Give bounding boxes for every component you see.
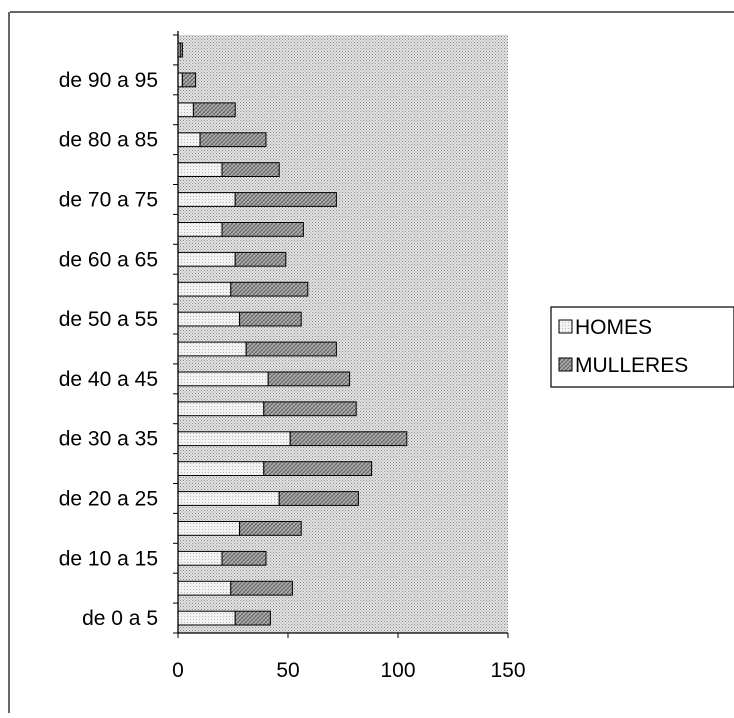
bar-homes-11 <box>177 281 232 297</box>
y-tick-label-10: de 50 a 55 <box>59 308 158 331</box>
x-tick-label-2: 100 <box>380 659 415 682</box>
bar-mulleres-5 <box>263 461 373 477</box>
bar-mulleres-6 <box>289 431 408 447</box>
bar-homes-16 <box>177 132 201 148</box>
legend-label-1: MULLERES <box>575 354 688 377</box>
bar-mulleres-16 <box>199 132 267 148</box>
x-tick-label-3: 150 <box>490 659 525 682</box>
y-tick-label-12: de 60 a 65 <box>59 248 158 271</box>
plot-area <box>178 35 508 633</box>
legend: HOMES MULLERES <box>550 306 734 388</box>
bar-homes-2 <box>177 550 223 566</box>
bar-mulleres-1 <box>230 580 293 596</box>
legend-box <box>550 306 734 388</box>
bar-homes-13 <box>177 222 223 237</box>
y-tick-label-8: de 40 a 45 <box>59 368 158 391</box>
bar-mulleres-18 <box>181 72 197 88</box>
legend-label-0: HOMES <box>575 316 652 339</box>
y-tick-label-0: de 0 a 5 <box>82 607 158 630</box>
bar-mulleres-4 <box>278 491 359 506</box>
legend-swatch-0 <box>558 319 573 334</box>
bar-mulleres-15 <box>221 162 280 177</box>
bar-mulleres-2 <box>221 550 267 566</box>
bar-mulleres-0 <box>234 610 271 626</box>
bar-homes-6 <box>177 431 291 447</box>
bar-mulleres-9 <box>245 341 337 357</box>
x-tick-label-0: 0 <box>172 659 184 682</box>
bars-group <box>177 42 408 626</box>
y-tick-label-6: de 30 a 35 <box>59 428 158 451</box>
bar-mulleres-3 <box>239 521 302 536</box>
bar-homes-0 <box>177 610 236 626</box>
bar-homes-7 <box>177 401 265 417</box>
bar-mulleres-11 <box>230 281 309 297</box>
bar-homes-14 <box>177 192 236 207</box>
y-tick-label-14: de 70 a 75 <box>59 189 158 212</box>
bar-homes-12 <box>177 251 236 267</box>
bar-homes-1 <box>177 580 232 596</box>
bar-homes-3 <box>177 521 241 536</box>
bar-mulleres-8 <box>267 371 351 387</box>
y-tick-label-4: de 20 a 25 <box>59 488 158 511</box>
labels-group: de 0 a 5 de 10 a 15 de 20 a 25 de 30 a 35 de… <box>59 69 526 682</box>
bar-mulleres-17 <box>192 102 236 118</box>
bar-homes-5 <box>177 461 265 477</box>
bar-homes-9 <box>177 341 247 357</box>
axes-group <box>173 31 509 638</box>
bar-mulleres-10 <box>239 311 302 327</box>
bar-homes-10 <box>177 311 241 327</box>
bar-mulleres-12 <box>234 251 287 267</box>
bar-homes-15 <box>177 162 223 177</box>
legend-swatch-1 <box>558 357 573 372</box>
y-tick-label-18: de 90 a 95 <box>59 69 158 92</box>
y-tick-label-2: de 10 a 15 <box>59 547 158 570</box>
bar-mulleres-19 <box>179 42 183 58</box>
y-tick-label-16: de 80 a 85 <box>59 129 158 152</box>
bar-mulleres-13 <box>221 222 304 237</box>
x-tick-label-1: 50 <box>276 659 299 682</box>
bar-homes-8 <box>177 371 269 387</box>
bar-homes-4 <box>177 491 280 506</box>
bar-homes-17 <box>177 102 194 118</box>
bar-mulleres-14 <box>234 192 337 207</box>
bar-mulleres-7 <box>263 401 357 417</box>
bar-homes-18 <box>177 72 183 88</box>
